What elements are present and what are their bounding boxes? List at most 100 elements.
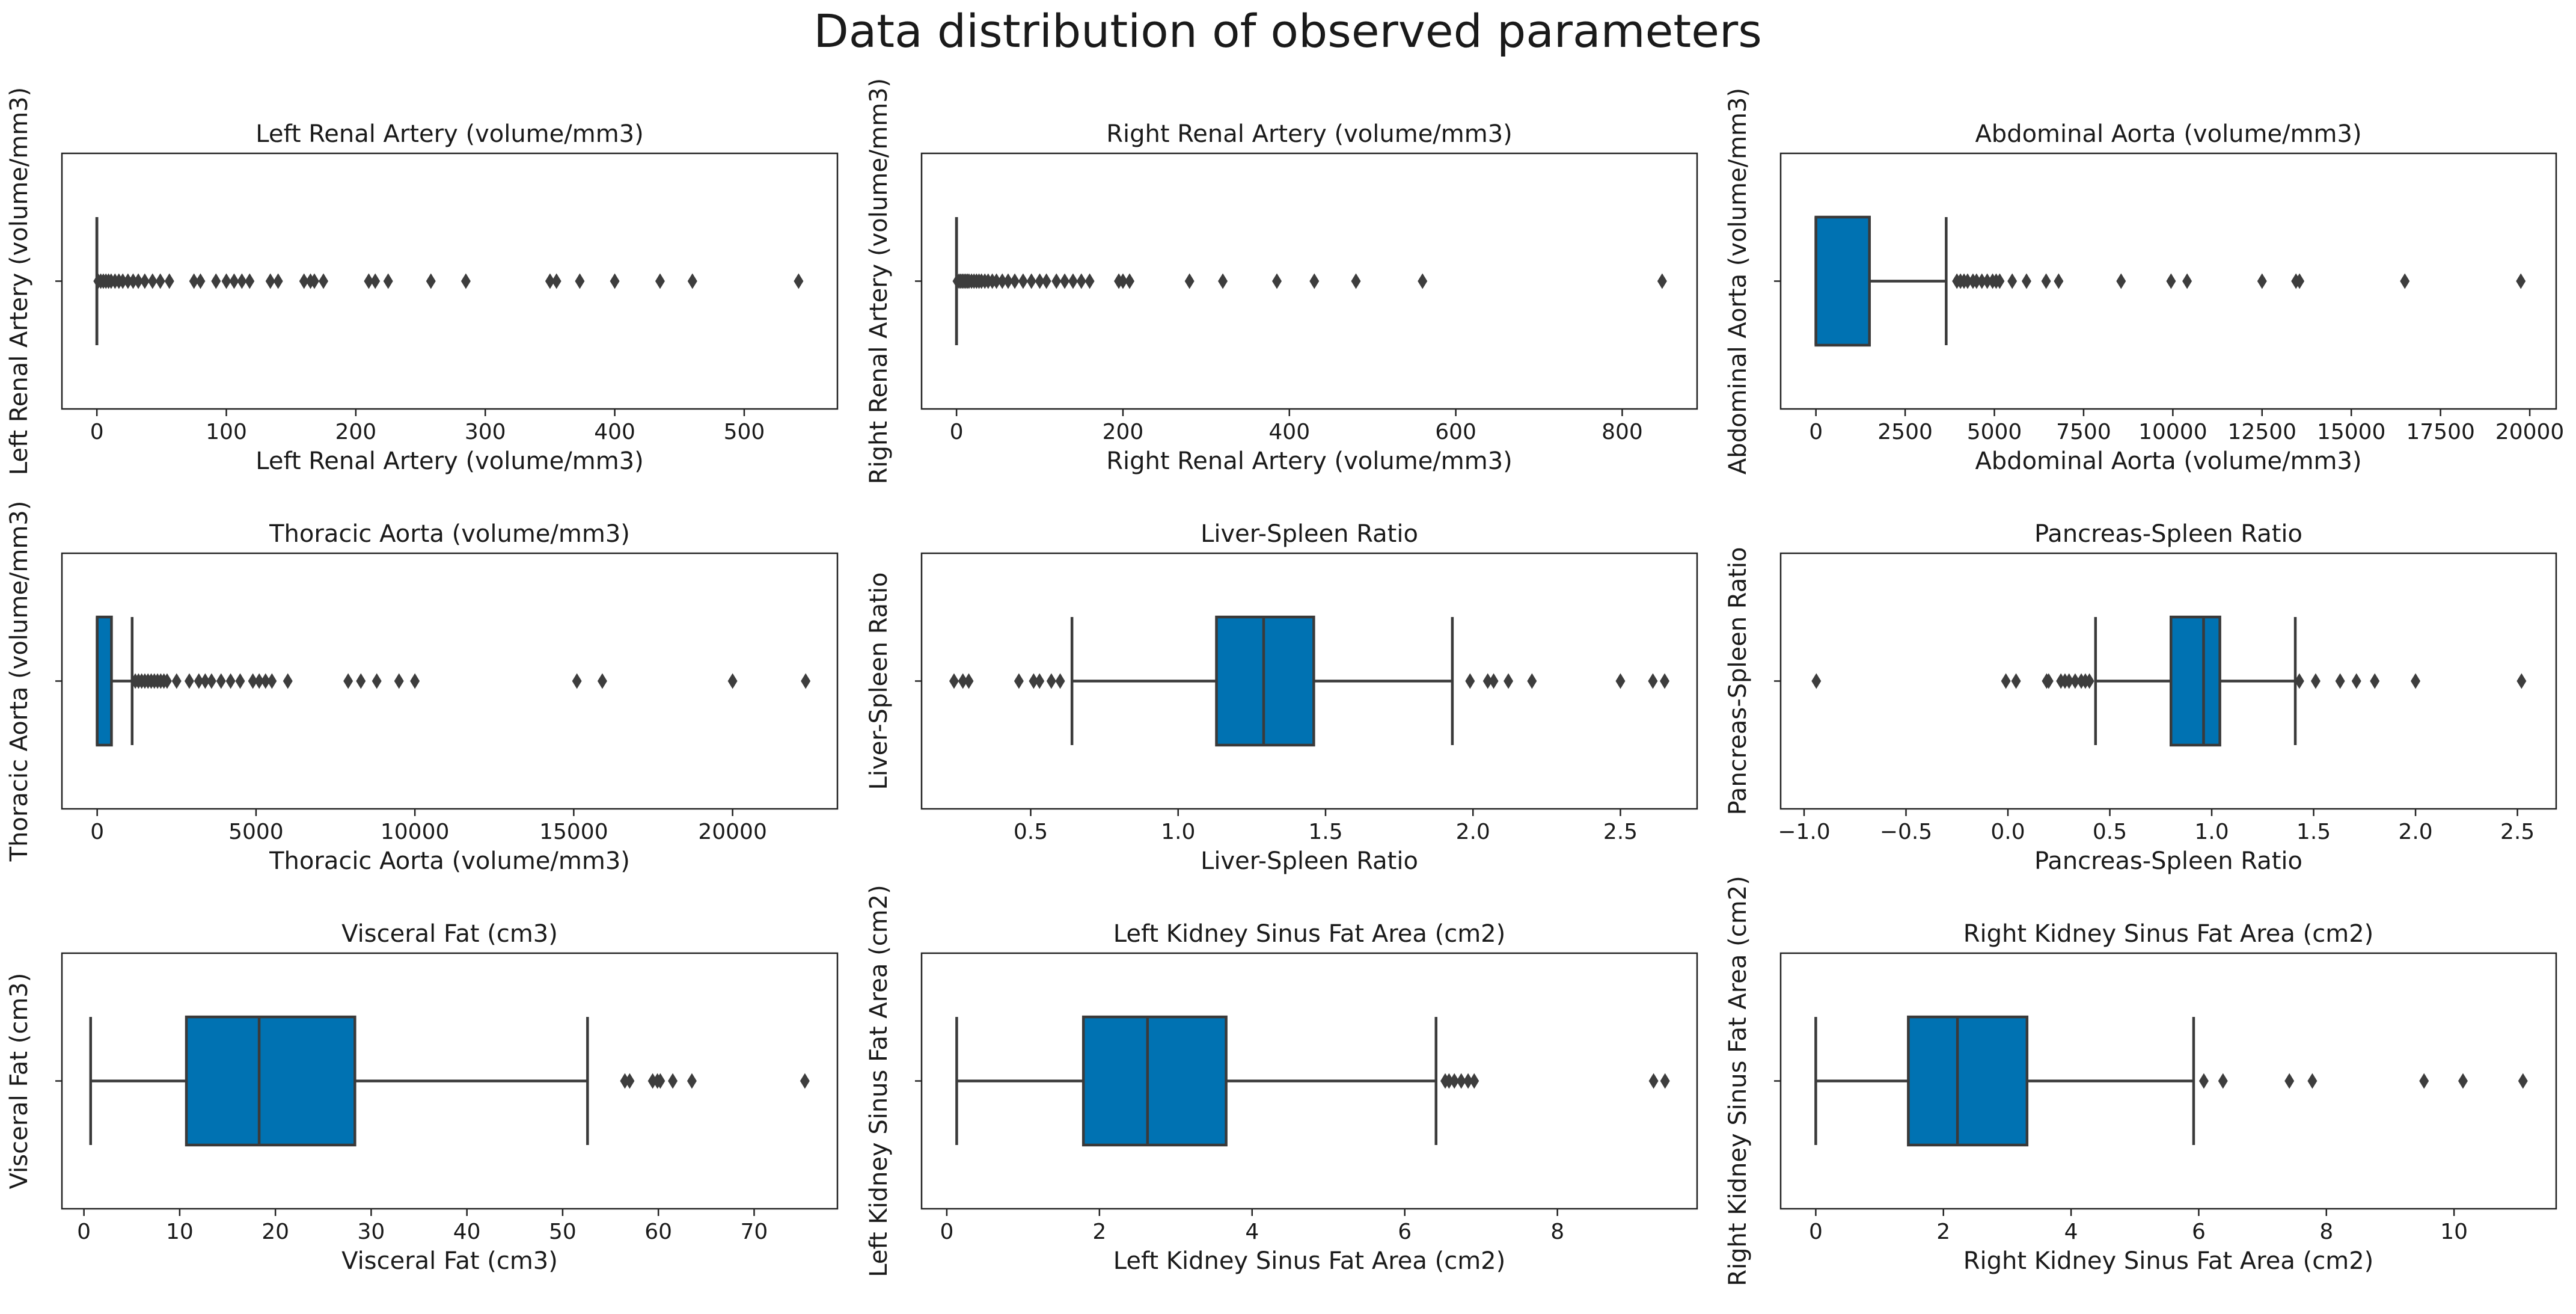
outlier-point	[1444, 1073, 1454, 1089]
outlier-point	[1035, 673, 1045, 689]
outlier-point	[2419, 1073, 2429, 1089]
outlier-point	[1971, 273, 1981, 289]
outlier-point	[2370, 673, 2380, 689]
outlier-point	[687, 1073, 697, 1089]
outlier-point	[410, 673, 420, 689]
outlier-point	[801, 673, 811, 689]
x-tick-label: 1.5	[1308, 820, 1342, 844]
outlier-point	[1527, 673, 1537, 689]
subplot-3: Thoracic Aorta (volume/mm3) 0 5000 10000 150…	[5, 501, 839, 875]
outlier-point	[958, 673, 968, 689]
x-tick-label: 7500	[2056, 420, 2111, 444]
figure-title: Data distribution of observed parameters	[813, 4, 1762, 58]
outlier-point	[1648, 1073, 1659, 1089]
subplot-title: Liver-Spleen Ratio	[1201, 520, 1418, 548]
y-axis-label: Left Kidney Sinus Fat Area (cm2)	[865, 885, 893, 1277]
x-tick-label: 0.0	[1990, 820, 2025, 844]
outlier-point	[625, 1073, 635, 1089]
x-tick-label: 2500	[1877, 420, 1933, 444]
x-tick-label: 0	[77, 1220, 91, 1244]
outlier-point	[991, 273, 1002, 289]
outlier-point	[575, 273, 585, 289]
outlier-point	[949, 673, 959, 689]
x-tick-label: 50	[549, 1220, 577, 1244]
x-axis-label: Abdominal Aorta (volume/mm3)	[1975, 447, 2361, 475]
outlier-point	[1041, 273, 1051, 289]
x-tick-label: 0	[950, 420, 964, 444]
outlier-point	[211, 273, 221, 289]
outlier-point	[551, 273, 561, 289]
outlier-point	[1351, 273, 1361, 289]
outlier-point	[1977, 273, 1987, 289]
outlier-point	[356, 673, 366, 689]
x-tick-label: 60	[644, 1220, 672, 1244]
x-tick-label: 2.5	[2500, 820, 2535, 844]
outlier-point	[267, 673, 277, 689]
outlier-point	[668, 1073, 678, 1089]
x-tick-label: 600	[1435, 420, 1476, 444]
subplot-title: Thoracic Aorta (volume/mm3)	[269, 520, 630, 548]
x-tick-label: 0	[1809, 1220, 1823, 1244]
outlier-point	[1456, 1073, 1466, 1089]
outlier-point	[283, 673, 293, 689]
outlier-point	[2516, 273, 2526, 289]
x-tick-label: 0	[940, 1220, 953, 1244]
subplot-2: Abdominal Aorta (volume/mm3) 0 2500 5000 750…	[1724, 88, 2564, 475]
x-tick-label: 1.0	[2194, 820, 2229, 844]
outlier-point	[1995, 273, 2005, 289]
outlier-point	[164, 273, 174, 289]
y-axis-label: Left Renal Artery (volume/mm3)	[5, 87, 33, 475]
outlier-point	[1060, 273, 1070, 289]
x-tick-label: 500	[724, 420, 765, 444]
x-axis-label: Left Kidney Sinus Fat Area (cm2)	[1113, 1247, 1505, 1275]
outlier-point	[162, 673, 172, 689]
outlier-point	[372, 673, 382, 689]
outlier-point	[2064, 673, 2074, 689]
outlier-point	[2294, 673, 2304, 689]
outlier-point	[265, 273, 275, 289]
x-tick-label: 5000	[1967, 420, 2022, 444]
x-axis-label: Pancreas-Spleen Ratio	[2034, 847, 2302, 875]
outlier-point	[273, 273, 283, 289]
subplot-title: Abdominal Aorta (volume/mm3)	[1975, 120, 2361, 148]
x-tick-label: 0.5	[2093, 820, 2127, 844]
x-tick-label: 10000	[381, 820, 450, 844]
y-axis-label: Visceral Fat (cm3)	[5, 973, 33, 1190]
outlier-point	[610, 273, 620, 289]
x-axis-label: Visceral Fat (cm3)	[341, 1247, 558, 1275]
x-tick-label: 4	[2064, 1220, 2078, 1244]
iqr-box	[1907, 1015, 2029, 1147]
iqr-box	[1081, 1015, 1228, 1147]
x-axis-label: Liver-Spleen Ratio	[1201, 847, 1418, 875]
x-tick-label: 0	[90, 820, 104, 844]
outlier-point	[2411, 673, 2421, 689]
subplot-0: Left Renal Artery (volume/mm3) 0 100 200 300…	[5, 87, 839, 475]
subplot-6: Visceral Fat (cm3) 0 10 20 30 40 50 60 70 Viscera…	[5, 920, 839, 1275]
x-tick-label: 100	[206, 420, 247, 444]
outlier-point	[189, 273, 199, 289]
outlier-point	[123, 273, 133, 289]
outlier-point	[245, 273, 255, 289]
outlier-point	[2007, 273, 2018, 289]
outlier-point	[1962, 273, 1972, 289]
y-axis-label: Liver-Spleen Ratio	[865, 573, 893, 790]
outlier-point	[309, 273, 319, 289]
x-tick-label: 40	[453, 1220, 481, 1244]
outlier-point	[2198, 1073, 2209, 1089]
outlier-point	[1218, 273, 1228, 289]
x-axis-label: Right Renal Artery (volume/mm3)	[1106, 447, 1513, 475]
x-tick-label: 17500	[2406, 420, 2475, 444]
outlier-point	[1309, 273, 1320, 289]
outlier-point	[394, 673, 404, 689]
outlier-point	[2351, 673, 2361, 689]
x-tick-label: 2	[1092, 1220, 1106, 1244]
outlier-point	[260, 673, 271, 689]
outlier-point	[460, 273, 471, 289]
outlier-point	[2070, 673, 2080, 689]
outlier-point	[2400, 273, 2410, 289]
iqr-box	[185, 1015, 356, 1147]
x-tick-label: 20000	[2495, 420, 2565, 444]
outlier-point	[1035, 273, 1045, 289]
outlier-point	[2518, 1073, 2528, 1089]
x-tick-label: 5000	[228, 820, 284, 844]
